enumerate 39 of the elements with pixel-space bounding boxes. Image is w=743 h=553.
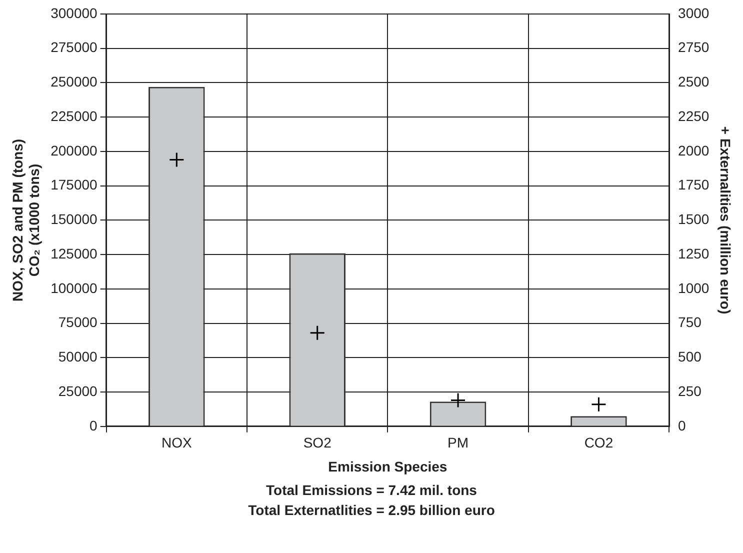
y-tick-label: 175000 bbox=[50, 176, 98, 193]
point bbox=[310, 325, 326, 341]
point bbox=[450, 392, 466, 408]
y2-tick-label: 2500 bbox=[678, 74, 710, 90]
y2-tick-label: 500 bbox=[678, 348, 702, 365]
y-tick-label: 50000 bbox=[58, 348, 98, 365]
y-tick-label: 250000 bbox=[50, 74, 98, 90]
y2-tick-label: 750 bbox=[678, 314, 702, 330]
y2-tick-label: 2000 bbox=[678, 142, 710, 158]
y2-tick-label: 2250 bbox=[678, 108, 710, 124]
x-tick-label: CO2 bbox=[584, 434, 614, 451]
y-tick-label: 75000 bbox=[58, 314, 98, 330]
y2-tick-label: 250 bbox=[678, 382, 702, 399]
y2-tick-label: 0 bbox=[678, 417, 686, 434]
text: Total Externatlities = 2.95 billion euro bbox=[247, 501, 496, 520]
point bbox=[590, 396, 606, 412]
x-axis-title: Emission Species bbox=[328, 458, 448, 474]
y-tick-label: 100000 bbox=[50, 280, 98, 296]
y2-tick-label: 1500 bbox=[678, 211, 710, 228]
y-tick-label: 275000 bbox=[50, 39, 98, 56]
y2-tick-label: 1250 bbox=[678, 245, 710, 262]
y2-tick-label: 1750 bbox=[678, 176, 710, 193]
y-tick-label: 300000 bbox=[50, 4, 98, 21]
y2-tick-label: 2750 bbox=[678, 39, 710, 56]
y-tick-label: 25000 bbox=[58, 382, 98, 399]
x-tick-label: PM bbox=[448, 434, 469, 451]
y-tick-label: 150000 bbox=[50, 211, 98, 228]
point bbox=[168, 152, 184, 168]
y2-axis-title: + Externalities (million euro) bbox=[718, 126, 734, 314]
y-tick-label: 125000 bbox=[50, 245, 98, 262]
y-axis-title: NOX, SO2 and PM (tons) CO₂ (x1000 tons) bbox=[9, 138, 42, 302]
text: Total Emissions = 7.42 mil. tons bbox=[265, 481, 478, 500]
y2-tick-label: 1000 bbox=[678, 280, 710, 296]
y-tick-label: 0 bbox=[90, 417, 98, 434]
y2-tick-label: 3000 bbox=[678, 4, 710, 21]
x-tick-label: SO2 bbox=[303, 434, 332, 451]
y-tick-label: 225000 bbox=[50, 108, 98, 124]
y-tick-label: 200000 bbox=[50, 142, 98, 158]
x-tick-label: NOX bbox=[161, 434, 192, 451]
